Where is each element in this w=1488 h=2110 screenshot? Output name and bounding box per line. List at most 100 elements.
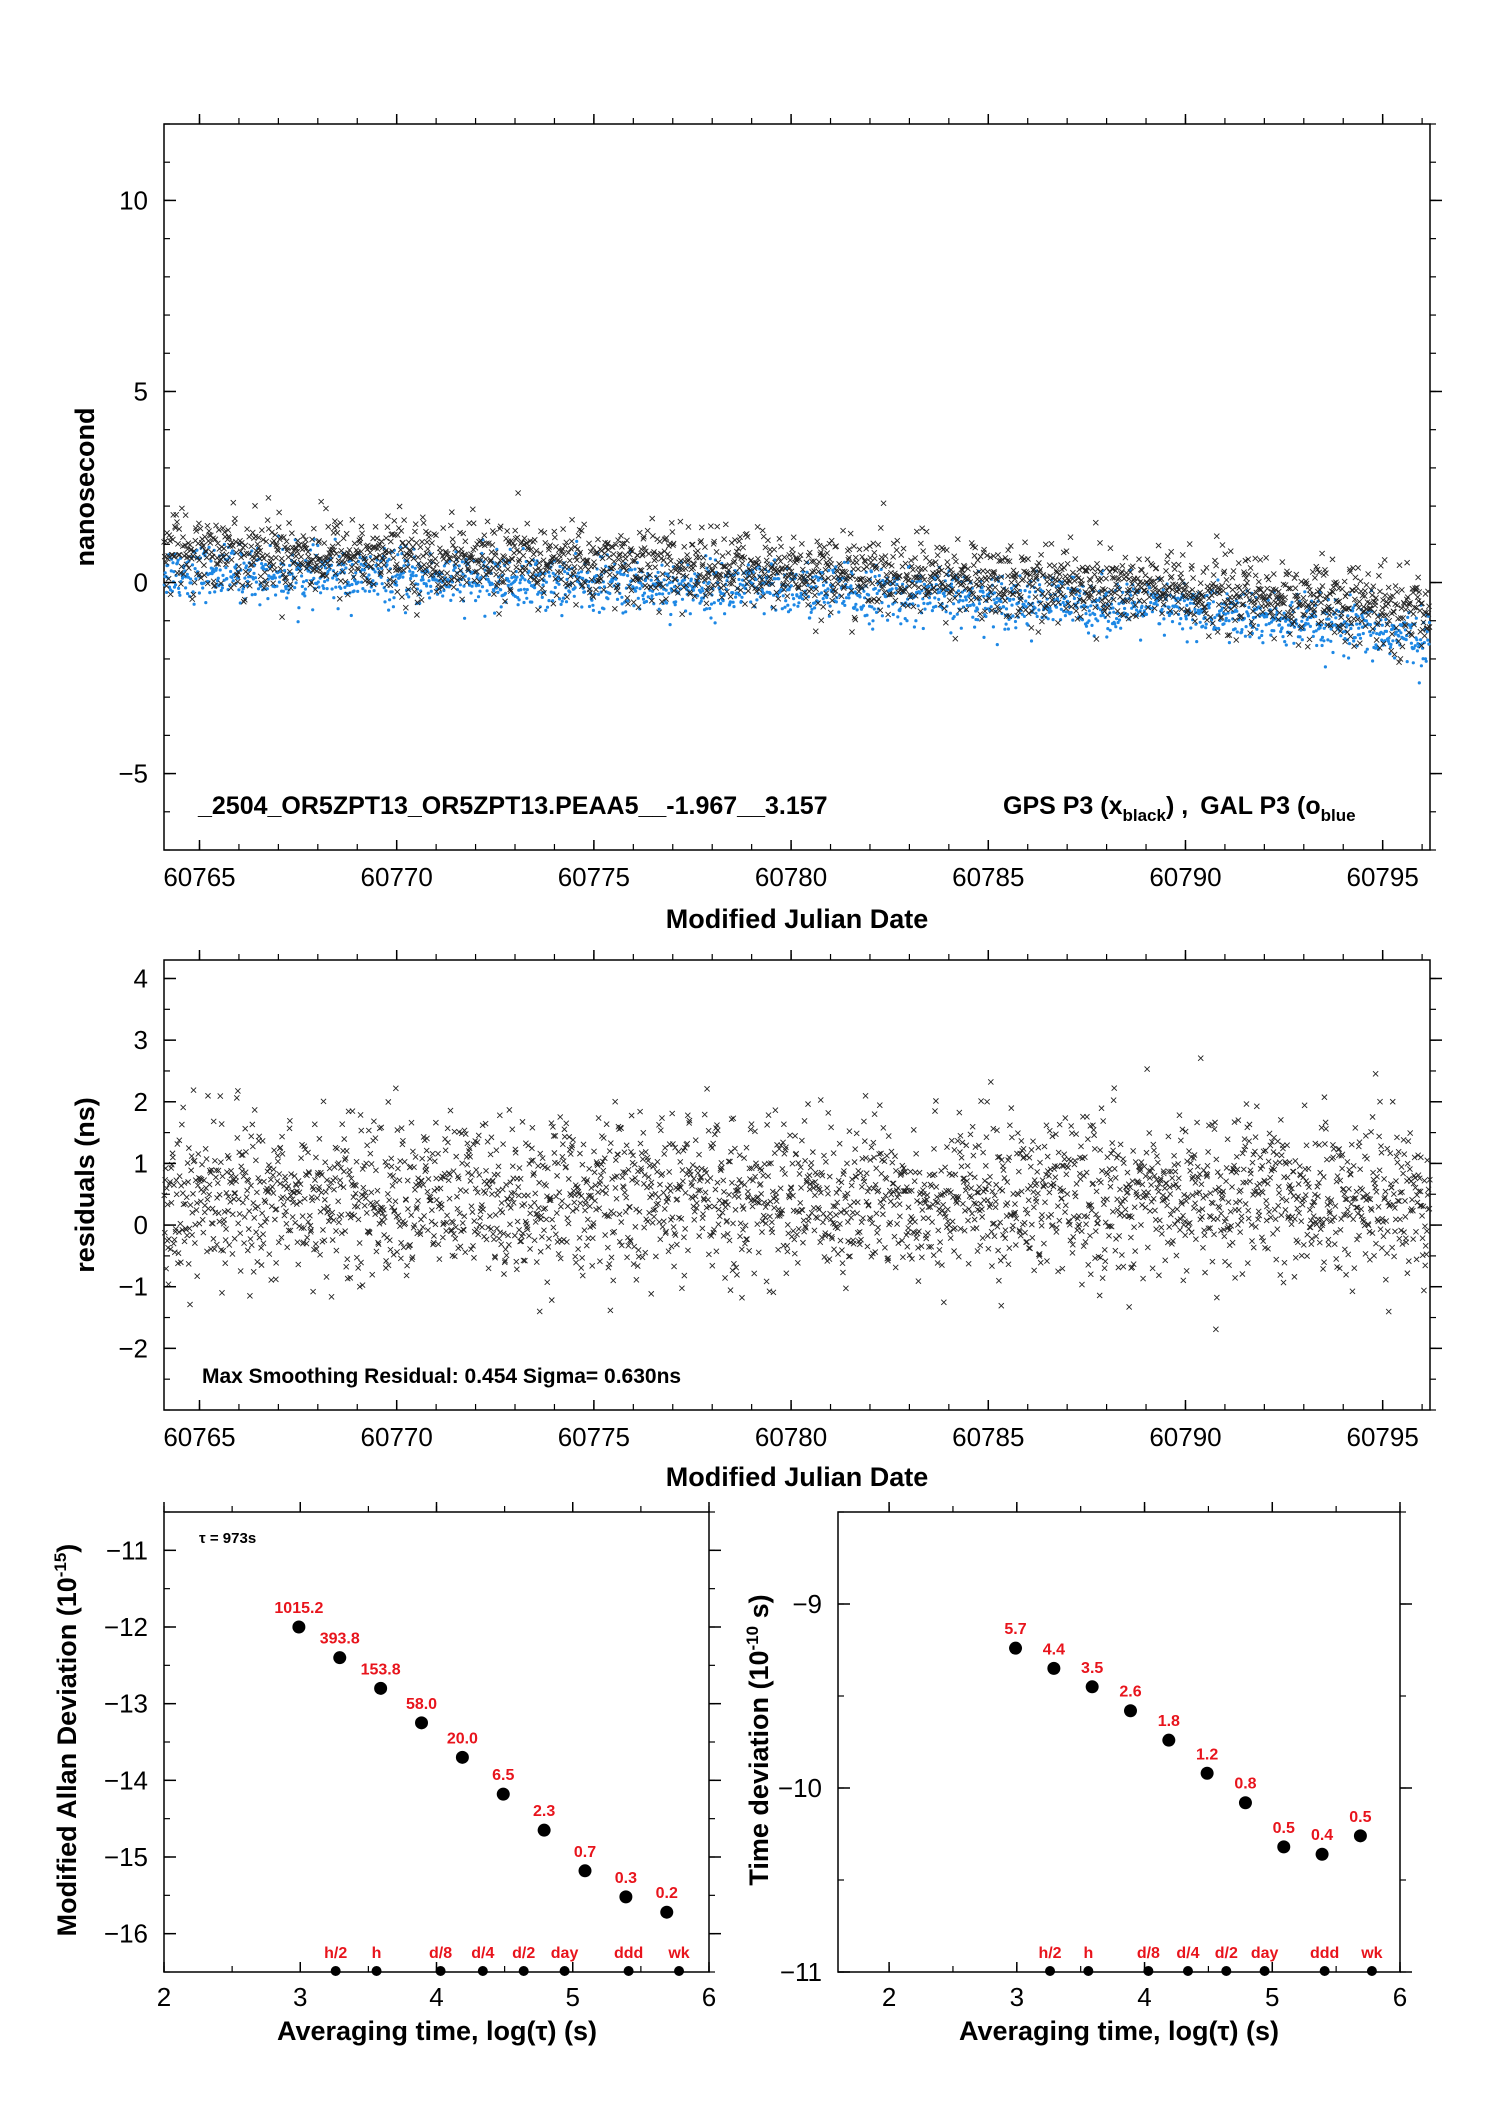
gal-point	[874, 575, 877, 578]
gal-point	[1010, 587, 1013, 590]
gal-point	[461, 560, 464, 563]
gal-point	[1278, 623, 1281, 626]
gal-point	[1208, 606, 1211, 609]
data-point-x	[1043, 542, 1048, 547]
gal-point	[504, 592, 507, 595]
data-point-x	[828, 610, 833, 615]
data-point-x	[1317, 570, 1322, 575]
gal-point	[523, 578, 526, 581]
data-point-x	[287, 1126, 292, 1131]
gal-point	[1117, 602, 1120, 605]
gal-point	[184, 586, 187, 589]
gal-point	[1342, 654, 1345, 657]
gal-point	[254, 576, 257, 579]
data-point-x	[723, 522, 728, 527]
data-point-x	[280, 1195, 285, 1200]
data-point-x	[1377, 589, 1382, 594]
gal-point	[1347, 656, 1350, 659]
data-point-x	[356, 1217, 361, 1222]
gal-point	[663, 578, 666, 581]
data-point-x	[334, 1146, 339, 1151]
gal-point	[428, 596, 431, 599]
gal-point	[1057, 584, 1060, 587]
data-point-x	[188, 1202, 193, 1207]
gal-point	[1149, 601, 1152, 604]
gal-point	[523, 588, 526, 591]
data-point-x	[184, 1195, 189, 1200]
gal-point	[384, 589, 387, 592]
gal-point	[701, 587, 704, 590]
gal-point	[462, 585, 465, 588]
data-point-x	[1330, 557, 1335, 562]
gal-point	[1298, 635, 1301, 638]
data-point-x	[252, 1215, 257, 1220]
gal-point	[1028, 595, 1031, 598]
data-point-x	[1397, 563, 1402, 568]
gal-point	[517, 603, 520, 606]
gal-point	[740, 596, 743, 599]
data-point-x	[1187, 590, 1192, 595]
data-point-x	[374, 1249, 379, 1254]
data-point-x	[211, 1119, 216, 1124]
data-point-x	[740, 561, 745, 566]
data-point-x	[680, 612, 685, 617]
data-point-x	[182, 1239, 187, 1244]
gal-point	[573, 595, 576, 598]
data-point-x	[264, 539, 269, 544]
data-point-x	[715, 524, 720, 529]
gal-point	[1189, 602, 1192, 605]
data-point-x	[242, 1214, 247, 1219]
data-point-x	[1211, 572, 1216, 577]
data-point-x	[591, 594, 596, 599]
data-point-x	[891, 541, 896, 546]
gal-point	[411, 571, 414, 574]
data-point-x	[576, 533, 581, 538]
gal-point	[491, 583, 494, 586]
gal-point	[602, 607, 605, 610]
data-point-x	[280, 1151, 285, 1156]
data-point-x	[211, 1236, 216, 1241]
gal-point	[528, 581, 531, 584]
data-point-x	[274, 1260, 279, 1265]
gal-point	[415, 574, 418, 577]
gal-point	[522, 601, 525, 604]
data-point-x	[973, 545, 978, 550]
data-point-x	[245, 1248, 250, 1253]
gal-point	[922, 602, 925, 605]
data-point-x	[1204, 565, 1209, 570]
data-point-x	[205, 523, 210, 528]
data-point-x	[219, 1290, 224, 1295]
data-point-x	[1348, 634, 1353, 639]
gal-point	[1281, 635, 1284, 638]
gal-point	[219, 568, 222, 571]
gal-point	[1113, 622, 1116, 625]
data-point-x	[248, 1183, 253, 1188]
data-point-x	[205, 1093, 210, 1098]
data-point-x	[260, 1211, 265, 1216]
data-point-x	[1310, 569, 1315, 574]
data-point-x	[1376, 573, 1381, 578]
gal-point	[966, 604, 969, 607]
data-point-x	[350, 517, 355, 522]
gal-point	[443, 564, 446, 567]
gal-point	[1235, 610, 1238, 613]
data-point-x	[1370, 593, 1375, 598]
gal-point	[1245, 625, 1248, 628]
data-point-x	[832, 592, 837, 597]
data-point-x	[856, 566, 861, 571]
data-point-x	[238, 1231, 243, 1236]
data-point-x	[246, 1227, 251, 1232]
data-point-x	[853, 555, 858, 560]
data-point-x	[872, 556, 877, 561]
data-point-x	[1223, 552, 1228, 557]
data-point-x	[577, 527, 582, 532]
gal-point	[203, 581, 206, 584]
data-point-x	[918, 541, 923, 546]
data-point-x	[1394, 589, 1399, 594]
data-point-x	[175, 541, 180, 546]
data-point-x	[1145, 557, 1150, 562]
gal-point	[1260, 634, 1263, 637]
data-point-x	[295, 1240, 300, 1245]
legend-gal-sub: blue	[1321, 806, 1356, 825]
gal-point	[1416, 649, 1419, 652]
